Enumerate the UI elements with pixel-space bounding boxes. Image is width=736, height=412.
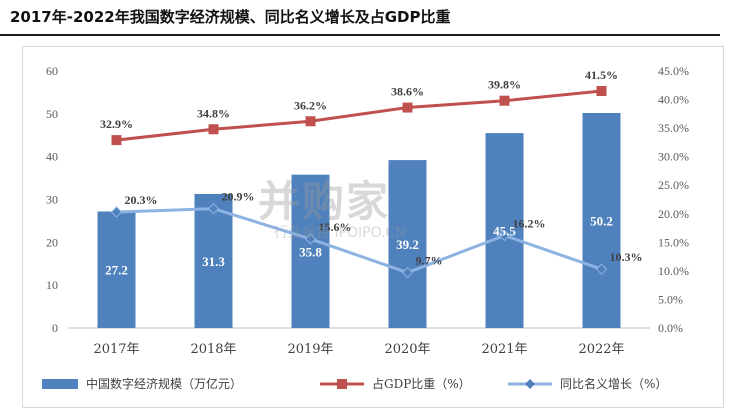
y-left-tick-label: 0 xyxy=(52,321,58,335)
gdp-share-point-label: 32.9% xyxy=(100,117,133,131)
chart-title: 2017年-2022年我国数字经济规模、同比名义增长及占GDP比重 xyxy=(10,8,451,26)
bar xyxy=(291,174,330,328)
growth-point-label: 9.7% xyxy=(416,254,443,268)
growth-series-point xyxy=(595,263,608,275)
x-tick-label: 2022年 xyxy=(578,342,624,357)
growth-point-label: 20.3% xyxy=(125,193,158,207)
y-left-tick-label: 60 xyxy=(46,64,58,78)
y-right-tick-label: 5.0% xyxy=(658,292,683,306)
growth-point-label: 15.6% xyxy=(319,220,352,234)
legend-label-gdp-share: 占GDP比重（%） xyxy=(372,376,471,391)
growth-series-line xyxy=(116,207,602,275)
title-divider xyxy=(0,34,720,36)
bar-value-label: 27.2 xyxy=(105,263,128,278)
bar xyxy=(582,112,621,328)
bar xyxy=(97,211,136,328)
gdp-share-series-point xyxy=(499,95,510,106)
y-right-tick-label: 35.0% xyxy=(658,121,689,135)
growth-series-point xyxy=(401,266,414,279)
bar-value-label: 50.2 xyxy=(590,213,613,228)
bar xyxy=(194,193,233,328)
y-right-tick-label: 0.0% xyxy=(658,321,683,335)
gdp-share-series-point xyxy=(596,85,607,96)
gdp-share-series-point xyxy=(305,116,316,127)
watermark-subtitle: 行业报告 IPOIPO.CN xyxy=(274,225,406,241)
y-right-tick-label: 15.0% xyxy=(658,235,689,249)
watermark-brand: 并购家 xyxy=(258,177,391,226)
legend-label-growth: 同比名义增长（%） xyxy=(560,376,667,391)
bar-value-label: 35.8 xyxy=(299,244,322,259)
x-tick-label: 2017年 xyxy=(93,342,139,357)
gdp-share-point-label: 39.8% xyxy=(488,78,521,92)
y-left-tick-label: 20 xyxy=(46,235,58,249)
y-left-tick-label: 30 xyxy=(46,193,58,207)
legend-swatch-bar xyxy=(42,379,78,389)
y-right-tick-label: 45.0% xyxy=(658,64,689,78)
gdp-share-point-label: 34.8% xyxy=(197,106,230,120)
growth-series-point xyxy=(207,202,220,215)
y-right-tick-label: 40.0% xyxy=(658,93,689,107)
gdp-share-point-label: 38.6% xyxy=(391,85,424,99)
bar-value-label: 31.3 xyxy=(202,254,225,269)
gdp-share-series-point xyxy=(208,124,219,135)
gdp-share-series-point xyxy=(402,102,413,113)
y-right-tick-label: 20.0% xyxy=(658,207,689,221)
bar-value-label: 45.5 xyxy=(493,224,516,239)
bar xyxy=(388,160,427,328)
gdp-share-series-point xyxy=(111,135,122,146)
growth-series-point xyxy=(110,206,123,218)
growth-point-label: 10.3% xyxy=(610,250,643,264)
x-tick-label: 2021年 xyxy=(481,342,527,357)
y-left-tick-label: 10 xyxy=(46,278,58,292)
growth-point-label: 16.2% xyxy=(513,216,546,230)
y-right-tick-label: 25.0% xyxy=(658,178,689,192)
growth-series-point xyxy=(304,233,317,245)
growth-point-label: 20.9% xyxy=(222,190,255,204)
y-right-tick-label: 30.0% xyxy=(658,150,689,164)
x-tick-label: 2019年 xyxy=(287,342,333,357)
y-left-tick-label: 40 xyxy=(46,150,58,164)
chart-frame xyxy=(22,46,724,408)
x-tick-label: 2020年 xyxy=(384,342,430,357)
watermark: 并购家 行业报告 IPOIPO.CN xyxy=(258,168,498,248)
gdp-share-point-label: 36.2% xyxy=(294,98,327,112)
y-right-tick-label: 10.0% xyxy=(658,264,689,278)
gdp-share-point-label: 41.5% xyxy=(585,68,618,82)
legend-swatch-growth-marker xyxy=(525,379,535,389)
gdp-share-series-line xyxy=(116,89,602,142)
bar-value-label: 39.2 xyxy=(396,237,419,252)
legend-label-bar: 中国数字经济规模（万亿元） xyxy=(86,376,242,391)
y-left-tick-label: 50 xyxy=(46,107,58,121)
legend-swatch-gdp-marker xyxy=(337,379,347,389)
x-tick-label: 2018年 xyxy=(190,342,236,357)
growth-series-point xyxy=(498,229,511,242)
